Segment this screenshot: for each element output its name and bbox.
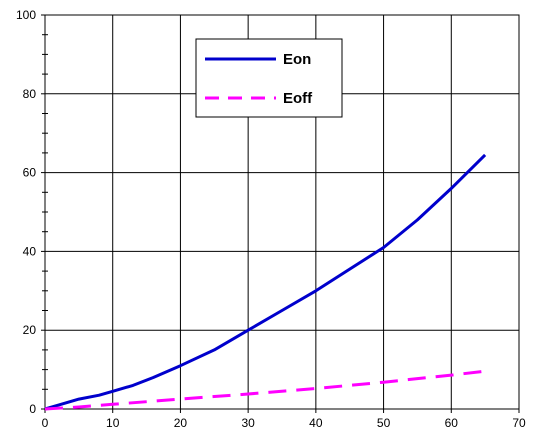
- y-tick-label: 0: [29, 402, 36, 416]
- x-tick-label: 10: [106, 416, 120, 430]
- y-tick-label: 20: [23, 323, 37, 337]
- series-lines: [44, 153, 487, 411]
- legend: Eon Eoff: [195, 38, 343, 118]
- y-minor-ticks: [42, 34, 48, 390]
- y-tick-label: 80: [23, 87, 37, 101]
- legend-label-eoff: Eoff: [283, 90, 313, 107]
- y-tick-labels: 0 20 40 60 80 100: [16, 8, 45, 416]
- x-tick-label: 40: [309, 416, 323, 430]
- x-tick-label: 60: [445, 416, 459, 430]
- x-tick-label: 70: [512, 416, 526, 430]
- series-line-eon: [44, 153, 487, 411]
- x-tick-label: 0: [42, 416, 49, 430]
- y-tick-label: 60: [23, 166, 37, 180]
- legend-label-eon: Eon: [283, 51, 311, 68]
- series-line-eoff: [44, 369, 486, 411]
- x-tick-label: 50: [377, 416, 391, 430]
- y-tick-label: 100: [16, 8, 36, 22]
- x-tick-labels: 0 10 20 30 40 50 60 70: [42, 409, 526, 430]
- y-tick-label: 40: [23, 244, 37, 258]
- legend-box: [195, 38, 343, 118]
- x-tick-label: 20: [174, 416, 188, 430]
- x-tick-label: 30: [241, 416, 255, 430]
